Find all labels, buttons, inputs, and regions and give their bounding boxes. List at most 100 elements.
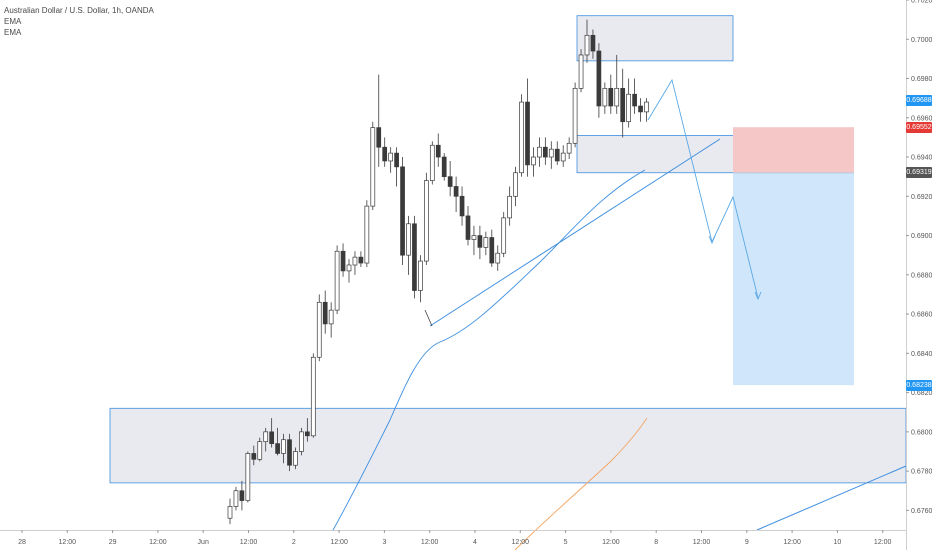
candle-body [507, 195, 512, 219]
candle-body [489, 237, 495, 264]
candle-body [495, 252, 501, 264]
x-tick-label: 5 [564, 539, 568, 546]
candle-body [447, 176, 453, 187]
candle-body [364, 205, 370, 264]
x-tick-label: 10 [834, 539, 842, 546]
candle-body [328, 309, 334, 325]
candle-body [465, 215, 471, 240]
candle-body [572, 87, 578, 144]
x-tick-label: 12:00 [240, 539, 258, 546]
candle-body [406, 223, 411, 256]
candle-body [519, 101, 524, 174]
candle-body [382, 146, 388, 162]
take-profit-area [733, 172, 854, 386]
candle-body [584, 34, 590, 56]
candle-body [483, 237, 489, 248]
zones-layer [109, 15, 907, 484]
x-tick-label: 12:00 [602, 539, 620, 546]
candle-body [263, 431, 269, 443]
candle-body [400, 166, 405, 256]
candle-body [394, 152, 399, 168]
candle-body [608, 87, 614, 107]
candle-body [435, 144, 441, 158]
chart-legend: Australian Dollar / U.S. Dollar, 1h, OAN… [4, 5, 154, 38]
candle-body [310, 356, 316, 437]
symbol-title[interactable]: Australian Dollar / U.S. Dollar, 1h, OAN… [4, 6, 154, 15]
drawings-layer [332, 78, 907, 550]
candle-body [340, 250, 346, 272]
stop-loss-area [733, 127, 854, 173]
x-tick-label: 12:00 [874, 539, 892, 546]
price-tag-entry: 0.69319 [906, 167, 932, 179]
x-tick-label: 12:00 [330, 539, 348, 546]
trendline-anchor [424, 309, 433, 327]
candle-body [388, 152, 393, 162]
price-tag-stop: 0.69552 [906, 121, 932, 133]
candle-body [626, 93, 632, 123]
x-tick-label: 2 [292, 539, 296, 546]
candle-body [245, 453, 251, 501]
indicator-ema-1[interactable]: EMA [4, 17, 22, 26]
x-tick-label: 8 [654, 539, 658, 546]
candle-body [287, 439, 292, 466]
candle-body [299, 431, 304, 452]
candle-body [305, 431, 310, 437]
candle-body [590, 34, 596, 52]
candle-body [477, 235, 483, 248]
candle-body [316, 301, 322, 358]
indicator-ema-2[interactable]: EMA [4, 28, 22, 37]
candle-body [257, 441, 263, 460]
candle-body [602, 87, 608, 107]
candle-body [548, 148, 554, 158]
candle-body [578, 54, 584, 89]
x-tick-label: 12:00 [149, 539, 167, 546]
candle-body [531, 156, 536, 166]
candle-body [513, 172, 518, 197]
candle-body [227, 506, 233, 519]
x-tick-label: 12:00 [693, 539, 711, 546]
candle-body [620, 87, 626, 123]
candle-body [471, 235, 477, 240]
price-tag-target: 0.68238 [906, 379, 932, 391]
candle-body [537, 146, 542, 158]
candle-body [596, 50, 602, 107]
candle-body [501, 217, 507, 254]
arrow-head-icon [754, 291, 762, 301]
candle-body [418, 260, 423, 291]
candle-body [322, 301, 328, 325]
trendline-lower [756, 465, 907, 531]
candle-body [554, 148, 560, 162]
candle-body [376, 127, 382, 148]
x-tick-label: 12:00 [783, 539, 801, 546]
candle-body [352, 256, 358, 266]
retest-zone [576, 135, 756, 174]
demand-zone [109, 407, 907, 484]
x-tick-label: 12:00 [59, 539, 77, 546]
candle-body [239, 490, 245, 501]
candle-body [638, 105, 643, 113]
ema-fast-line [332, 169, 646, 531]
y-tick-label: 0.67600 [911, 508, 932, 515]
candle-body [459, 195, 465, 217]
supply-zone [576, 15, 734, 62]
candle-body [412, 223, 417, 291]
candle-body [281, 439, 286, 454]
candle-body [644, 101, 649, 113]
candle-body [251, 453, 257, 460]
candle-body [358, 256, 364, 264]
candle-body [632, 93, 637, 107]
